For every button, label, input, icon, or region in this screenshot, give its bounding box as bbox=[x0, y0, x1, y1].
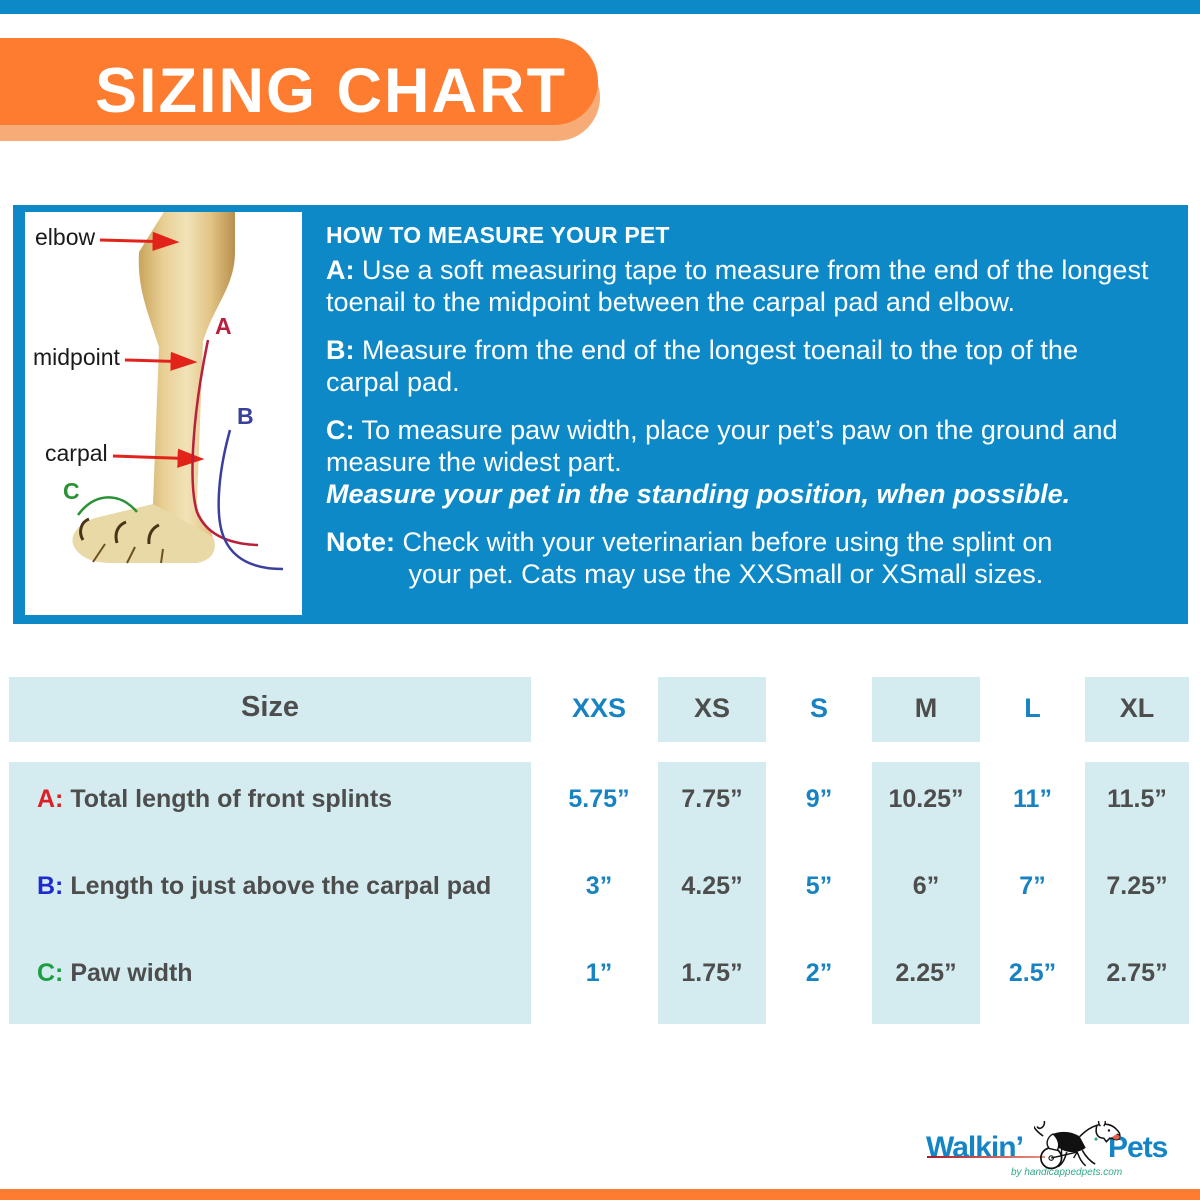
svg-text:carpal: carpal bbox=[45, 440, 108, 466]
svg-text:C: C bbox=[63, 478, 80, 504]
svg-text:elbow: elbow bbox=[35, 224, 95, 250]
svg-text:B: B bbox=[237, 403, 254, 429]
svg-text:A: A bbox=[215, 313, 232, 339]
svg-text:midpoint: midpoint bbox=[33, 344, 121, 370]
